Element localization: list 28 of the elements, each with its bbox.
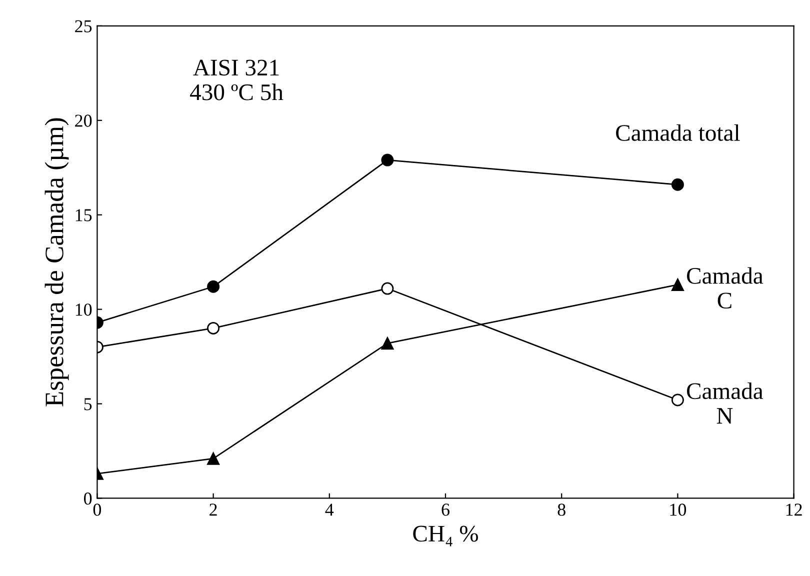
point (671, 278, 684, 291)
x-tick-label: 6 (442, 504, 450, 516)
series-label: Camada N (687, 382, 764, 424)
y-tick-label: 15 (76, 209, 92, 222)
point (671, 394, 684, 406)
point (381, 337, 394, 350)
point (381, 154, 394, 166)
series-label: Camada C (687, 267, 764, 309)
x-tick-label: 0 (93, 504, 102, 516)
y-tick-label: 0 (84, 492, 92, 505)
y-tick-label: 20 (75, 114, 92, 127)
x-tick-label: 2 (210, 504, 217, 516)
x-tick-label: 10 (670, 504, 686, 516)
annotation: AISI 321 430 ºC 5h (190, 60, 284, 100)
x-axis-title: CH₄ % (413, 526, 478, 546)
y-tick-label: 25 (75, 20, 92, 32)
point (671, 178, 684, 191)
x-tick-label: 4 (325, 504, 334, 516)
y-tick-label: 10 (76, 304, 92, 316)
x-tick-label: 8 (558, 504, 566, 516)
x-tick-label: 12 (786, 504, 802, 516)
point (207, 452, 220, 465)
point (381, 282, 394, 295)
point (207, 322, 220, 334)
series-label: Camada total (616, 124, 740, 141)
y-tick-label: 5 (84, 398, 92, 410)
y-axis-title: Espessura de Camada (µm) (44, 118, 69, 406)
point (207, 280, 220, 293)
